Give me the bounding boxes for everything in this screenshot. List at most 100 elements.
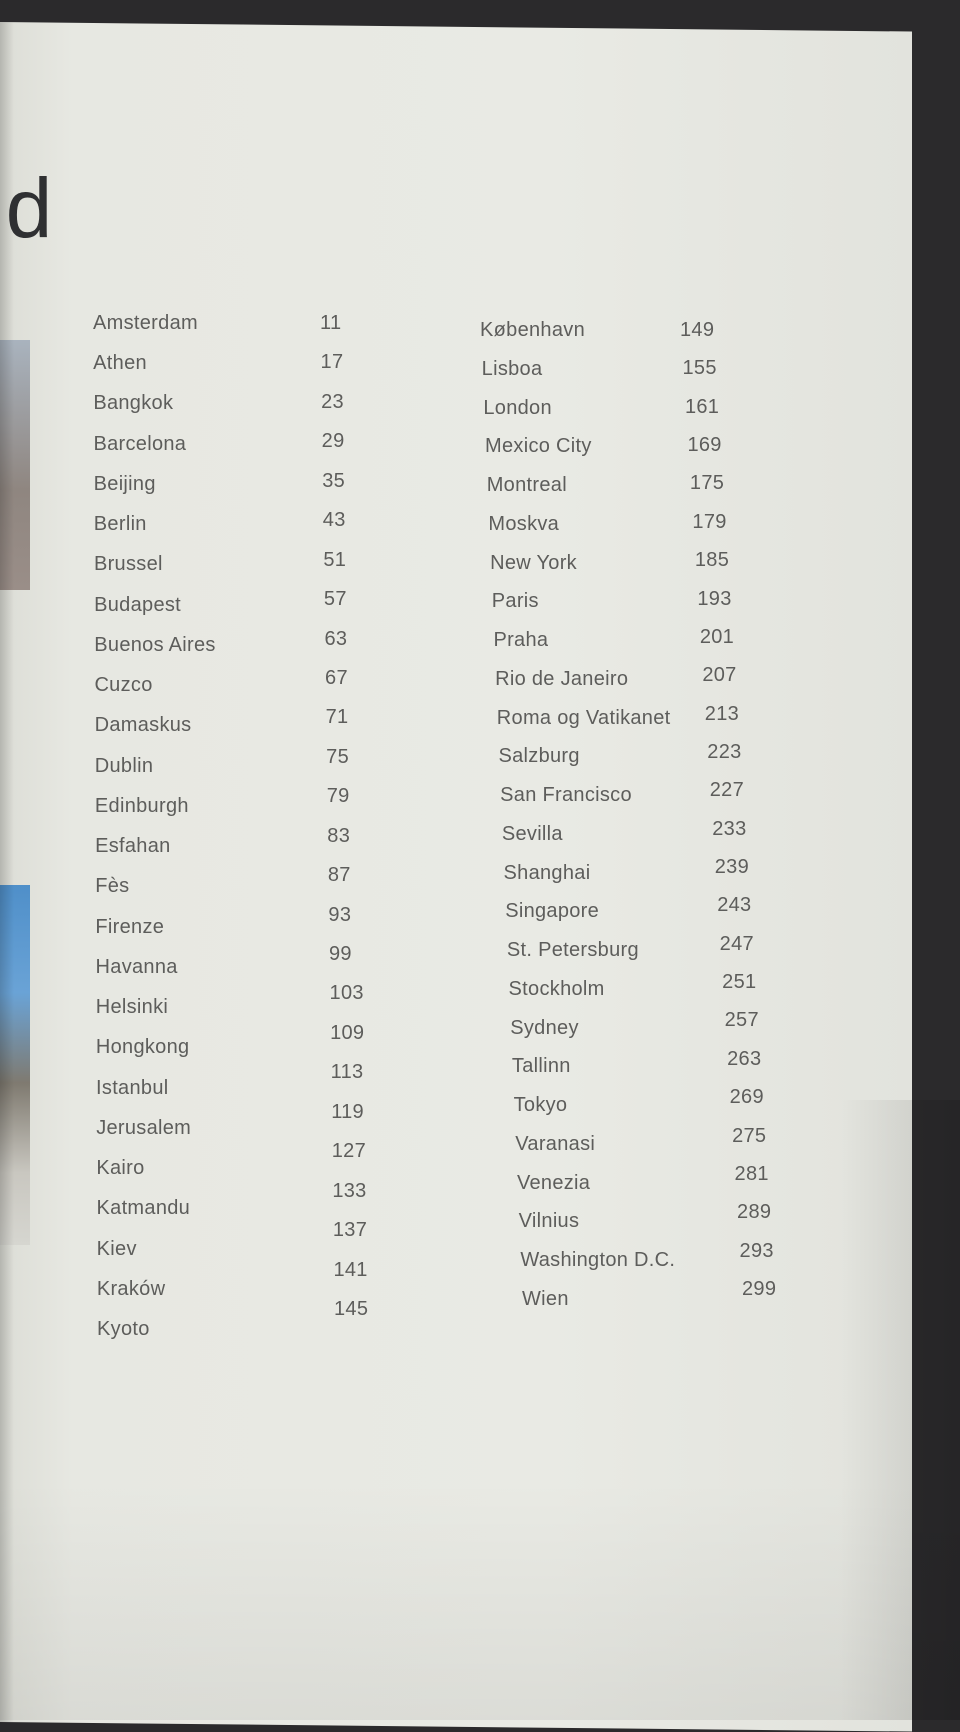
toc-page-number: 223 bbox=[707, 740, 742, 763]
toc-page-number: 213 bbox=[704, 702, 740, 725]
toc-city-name: Athen bbox=[93, 352, 147, 375]
page-shadow bbox=[840, 1100, 960, 1720]
toc-city-name: Kairo bbox=[96, 1157, 145, 1180]
toc-city-name: Vilnius bbox=[518, 1210, 580, 1233]
toc-city-name: Shanghai bbox=[503, 861, 591, 884]
toc-city-name: Kiev bbox=[96, 1237, 137, 1260]
toc-page-number: 207 bbox=[702, 664, 737, 687]
book-page bbox=[0, 22, 912, 1732]
toc-city-name: Rio de Janeiro bbox=[495, 667, 629, 690]
toc-page-number: 113 bbox=[330, 1061, 364, 1084]
toc-city-name: Helsinki bbox=[95, 996, 169, 1019]
toc-city-name: Bangkok bbox=[93, 392, 174, 415]
toc-page-number: 293 bbox=[739, 1239, 774, 1262]
toc-page-number: 289 bbox=[737, 1201, 772, 1224]
toc-page-number: 161 bbox=[684, 395, 720, 418]
toc-city-name: Tokyo bbox=[513, 1094, 568, 1117]
toc-page-number: 275 bbox=[732, 1124, 767, 1147]
toc-city-name: Paris bbox=[491, 590, 539, 613]
toc-page-number: 133 bbox=[332, 1179, 367, 1202]
toc-city-name: Barcelona bbox=[93, 432, 187, 455]
toc-page-number: 119 bbox=[331, 1100, 364, 1123]
toc-page-number: 71 bbox=[325, 706, 349, 729]
toc-page-number: 23 bbox=[321, 390, 344, 413]
toc-page-number: 243 bbox=[717, 894, 752, 917]
toc-page-number: 51 bbox=[323, 548, 347, 571]
toc-city-name: Dublin bbox=[94, 754, 154, 777]
toc-city-name: Hongkong bbox=[95, 1036, 190, 1059]
toc-city-name: Brussel bbox=[93, 553, 163, 576]
toc-city-name: Edinburgh bbox=[94, 794, 189, 817]
toc-page-number: 299 bbox=[742, 1278, 777, 1300]
toc-city-name: New York bbox=[490, 551, 577, 574]
toc-page-number: 17 bbox=[320, 351, 344, 374]
toc-page-number: 145 bbox=[334, 1298, 369, 1320]
toc-page-number: 43 bbox=[322, 509, 346, 532]
toc-city-name: London bbox=[483, 396, 552, 419]
toc-page-number: 247 bbox=[719, 932, 754, 955]
toc-page-number: 201 bbox=[699, 625, 735, 648]
toc-city-name: Budapest bbox=[94, 593, 182, 616]
toc-page-number: 103 bbox=[329, 982, 364, 1005]
toc-page-number: 57 bbox=[323, 588, 347, 611]
toc-page-number: 175 bbox=[689, 472, 725, 495]
toc-city-name: Beijing bbox=[93, 472, 156, 495]
toc-city-name: St. Petersburg bbox=[506, 939, 639, 962]
toc-city-name: Amsterdam bbox=[93, 312, 198, 334]
toc-page-number: 109 bbox=[330, 1021, 365, 1044]
toc-page-number: 79 bbox=[326, 785, 350, 808]
toc-page-number: 257 bbox=[724, 1009, 759, 1032]
toc-city-name: København bbox=[480, 319, 585, 341]
toc-page-number: 193 bbox=[697, 587, 732, 610]
page-shadow bbox=[0, 1480, 960, 1720]
toc-city-name: Washington D.C. bbox=[520, 1249, 676, 1272]
toc-page-number: 83 bbox=[327, 824, 351, 847]
toc-city-name: Salzburg bbox=[498, 745, 580, 768]
toc-city-name: Sevilla bbox=[501, 822, 563, 845]
toc-city-name: Istanbul bbox=[96, 1076, 169, 1099]
toc-city-name: Moskva bbox=[488, 512, 560, 535]
toc-page-number: 99 bbox=[328, 943, 352, 966]
toc-page-number: 251 bbox=[722, 971, 757, 994]
toc-page-number: 75 bbox=[326, 745, 350, 768]
toc-page-number: 281 bbox=[734, 1162, 769, 1185]
toc-page-number: 179 bbox=[692, 510, 727, 533]
toc-city-name: Damaskus bbox=[94, 714, 192, 737]
toc-page-number: 149 bbox=[680, 319, 715, 341]
toc-city-name: Jerusalem bbox=[96, 1116, 192, 1139]
toc-page-number: 233 bbox=[712, 817, 747, 840]
toc-city-name: Kraków bbox=[96, 1277, 166, 1300]
toc-city-name: Berlin bbox=[93, 513, 147, 536]
toc-page-number: 29 bbox=[321, 430, 345, 453]
toc-city-name: Venezia bbox=[516, 1171, 591, 1194]
toc-page-number: 269 bbox=[729, 1086, 764, 1109]
previous-page-photo bbox=[0, 885, 30, 1245]
page-spine-shadow bbox=[0, 22, 14, 1722]
toc-city-name: San Francisco bbox=[500, 784, 632, 807]
toc-city-name: Havanna bbox=[95, 955, 178, 978]
toc-city-name: Roma og Vatikanet bbox=[496, 706, 671, 729]
toc-city-name: Singapore bbox=[505, 900, 600, 923]
toc-page-number: 11 bbox=[320, 312, 342, 334]
toc-page-number: 63 bbox=[324, 627, 348, 650]
toc-page-number: 227 bbox=[709, 779, 745, 802]
previous-page-photo bbox=[0, 340, 30, 590]
toc-city-name: Wien bbox=[522, 1288, 569, 1310]
toc-page-number: 239 bbox=[714, 856, 749, 879]
toc-city-name: Mexico City bbox=[485, 435, 592, 458]
toc-page-number: 141 bbox=[333, 1258, 368, 1281]
toc-city-name: Stockholm bbox=[508, 977, 605, 1000]
toc-city-name: Esfahan bbox=[95, 835, 171, 858]
toc-city-name: Sydney bbox=[510, 1016, 579, 1039]
toc-page-number: 263 bbox=[727, 1047, 762, 1070]
toc-page-number: 93 bbox=[328, 903, 352, 926]
toc-city-name: Praha bbox=[493, 629, 549, 652]
toc-page-number: 155 bbox=[682, 357, 717, 380]
toc-page-number: 35 bbox=[322, 469, 346, 492]
toc-city-name: Buenos Aires bbox=[94, 633, 216, 656]
toc-city-name: Montreal bbox=[486, 474, 567, 497]
toc-city-name: Firenze bbox=[95, 915, 165, 938]
toc-page-number: 87 bbox=[327, 864, 351, 887]
toc-page-number: 67 bbox=[325, 666, 348, 689]
toc-page-number: 137 bbox=[332, 1219, 368, 1242]
